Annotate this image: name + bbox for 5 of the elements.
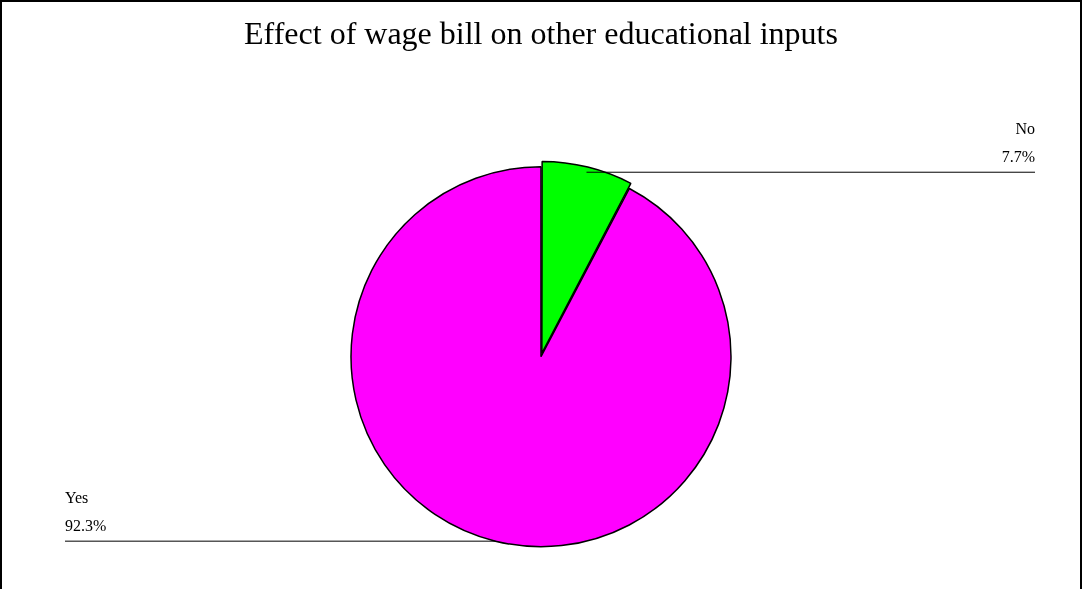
slice-label: No [1015,120,1035,138]
data-label: 7.7% [1001,148,1035,166]
data-label: 92.3% [65,517,107,535]
slice-label: Yes [65,489,89,507]
chart-title: Effect of wage bill on other educational inputs [244,14,838,51]
